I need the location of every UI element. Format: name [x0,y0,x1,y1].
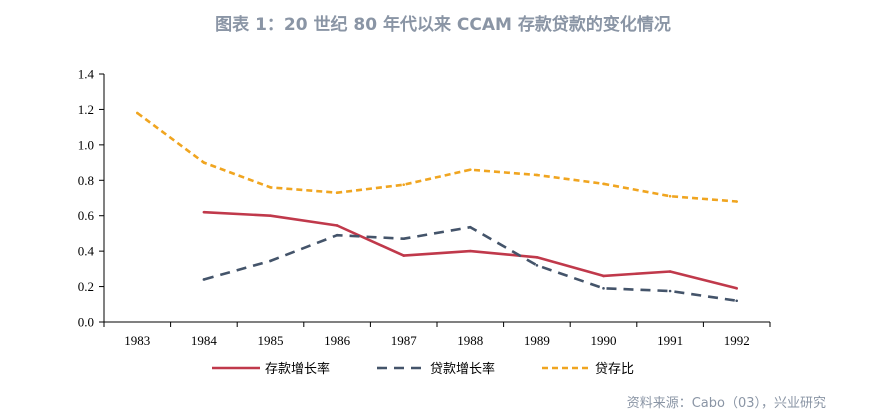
data-point [269,259,272,263]
y-tick-label: 0.0 [78,315,94,330]
data-point [735,287,738,290]
chart-legend: 存款增长率 贷款增长率 贷存比 [212,361,634,377]
data-point [402,183,406,187]
data-point [668,289,672,293]
data-point [469,249,472,253]
chart-title: 图表 1：20 世纪 80 年代以来 CCAM 存款贷款的变化情况 [215,15,671,35]
data-point [735,200,738,203]
y-tick-label: 0.2 [78,279,94,294]
legend-label: 贷款增长率 [430,361,495,377]
data-point [335,224,339,227]
data-point [335,233,339,237]
data-point [535,173,539,177]
data-point [469,168,472,171]
y-tick-label: 1.4 [78,67,95,82]
x-tick-label: 1988 [457,333,483,348]
x-tick-label: 1987 [391,333,418,348]
x-tick-label: 1989 [524,333,550,348]
data-point [602,182,605,186]
data-point [269,214,272,218]
data-point [136,111,139,115]
legend-label: 贷存比 [595,362,634,377]
x-tick-label: 1983 [124,333,150,348]
y-tick-label: 1.2 [78,102,94,117]
x-tick-label: 1984 [191,333,218,348]
data-point [602,274,605,278]
data-point [535,256,539,259]
chart-series [136,111,738,303]
series-line-1 [203,225,737,302]
data-point [535,264,539,267]
data-point [735,299,738,303]
x-tick-label: 1986 [324,333,351,348]
y-tick-label: 0.8 [78,173,94,188]
x-tick-label: 1992 [724,333,750,348]
y-tick-label: 0.6 [78,208,95,223]
data-point [668,194,672,198]
data-point [602,287,605,290]
series-line-2 [136,111,737,203]
data-point [202,278,206,281]
data-point [202,161,206,164]
data-point [402,254,406,257]
x-tick-label: 1991 [657,333,683,348]
data-point [668,270,672,273]
source-note: 资料来源：Cabo（03），兴业研究 [626,396,826,411]
y-tick-label: 1.0 [78,137,94,152]
chart-axes: 0.0 0.2 0.4 0.6 0.8 1.0 1.2 1.4 1983 1984 1985 1986… [78,67,771,348]
legend-label: 存款增长率 [265,361,330,377]
data-point [469,225,472,229]
data-point [402,237,406,241]
x-tick-label: 1990 [591,333,617,348]
y-tick-label: 0.4 [78,244,95,259]
x-tick-label: 1985 [258,333,284,348]
data-point [202,210,206,214]
data-point [335,191,339,194]
data-point [269,186,272,189]
